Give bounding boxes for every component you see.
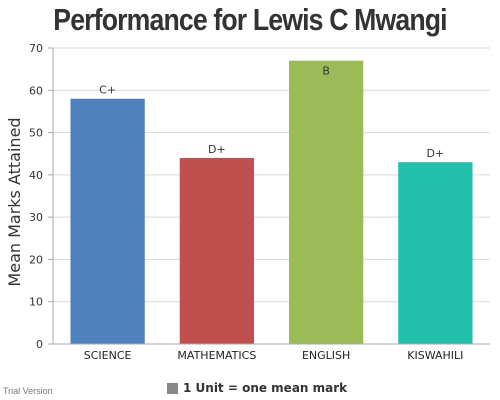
bar — [180, 158, 254, 344]
legend-swatch — [167, 383, 178, 394]
bar — [70, 99, 144, 344]
y-tick-label: 40 — [29, 169, 43, 182]
y-tick-label: 30 — [29, 211, 43, 224]
x-tick-label: MATHEMATICS — [177, 349, 256, 362]
y-tick-label: 60 — [29, 84, 43, 97]
x-tick-label: KISWAHILI — [407, 349, 463, 362]
legend-label: 1 Unit = one mean mark — [183, 381, 347, 395]
bar — [289, 61, 363, 344]
y-tick-label: 0 — [36, 338, 43, 351]
bar-data-label: D+ — [427, 147, 445, 160]
trial-watermark: Trial Version — [3, 386, 53, 396]
y-tick-label: 70 — [29, 42, 43, 55]
legend: 1 Unit = one mean mark — [167, 381, 347, 395]
bar-data-label: D+ — [208, 143, 226, 156]
x-tick-labels: SCIENCE MATHEMATICS ENGLISH KISWAHILI — [84, 349, 464, 362]
bar — [398, 162, 472, 344]
y-axis-label: Mean Marks Attained — [5, 117, 24, 286]
y-tick-label: 50 — [29, 127, 43, 140]
bar-data-label: C+ — [99, 84, 116, 97]
bar-data-label: B — [322, 65, 330, 78]
y-tick-labels: 0 10 20 30 40 50 60 70 — [29, 42, 43, 351]
x-tick-label: ENGLISH — [302, 349, 350, 362]
x-tick-label: SCIENCE — [84, 349, 132, 362]
bar-labels: C+ D+ B D+ — [99, 65, 444, 160]
y-tick-label: 20 — [29, 253, 43, 266]
y-tick-label: 10 — [29, 296, 43, 309]
